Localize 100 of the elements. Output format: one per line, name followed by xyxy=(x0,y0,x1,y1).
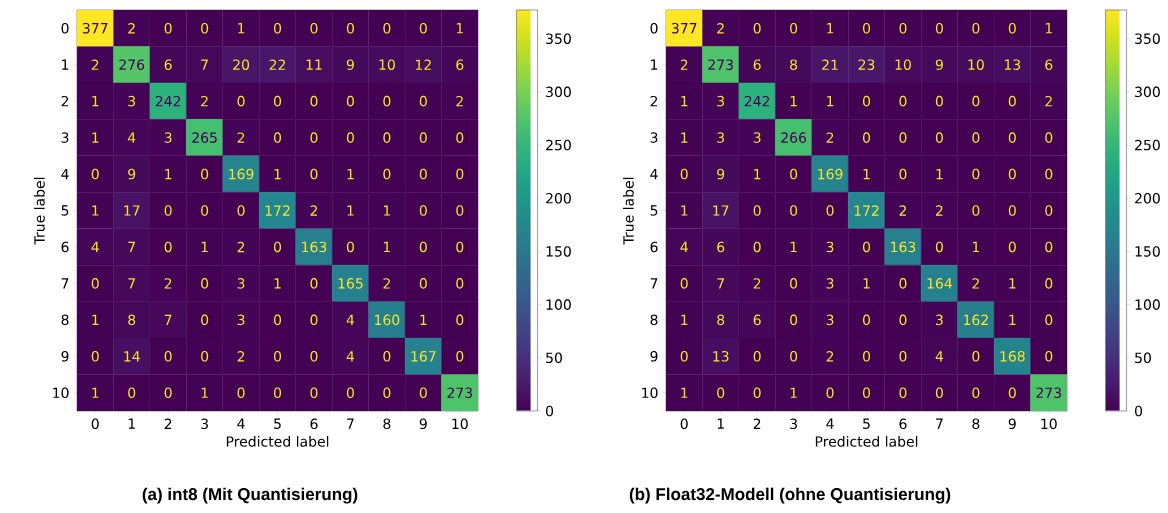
data-label: 0 xyxy=(899,132,907,143)
data-label: 0 xyxy=(1045,314,1053,326)
x-tick-label: 0 xyxy=(680,418,688,430)
data-label: 0 xyxy=(164,351,172,362)
data-label: 265 xyxy=(192,132,217,143)
data-label: 12 xyxy=(415,59,431,70)
data-label: 6 xyxy=(164,59,172,70)
data-label: 0 xyxy=(419,132,427,143)
data-label: 1 xyxy=(827,96,834,107)
data-label: 0 xyxy=(456,168,464,180)
data-label: 0 xyxy=(899,278,907,289)
data-label: 2 xyxy=(935,205,943,216)
data-label: 0 xyxy=(383,132,391,143)
y-tick-label: 8 xyxy=(650,314,658,326)
data-label: 0 xyxy=(201,168,209,180)
y-tick-label: 7 xyxy=(650,278,658,289)
data-label: 273 xyxy=(447,387,473,399)
data-label: 1 xyxy=(827,23,834,34)
data-label: 1 xyxy=(274,168,281,180)
y-tick-label: 6 xyxy=(61,241,69,253)
data-label: 6 xyxy=(456,59,464,70)
x-tick-label: 3 xyxy=(790,418,797,430)
data-label: 0 xyxy=(201,314,209,326)
data-label: 9 xyxy=(128,168,136,180)
data-label: 2 xyxy=(972,278,979,289)
data-label: 0 xyxy=(346,241,354,253)
x-tick-label: 2 xyxy=(164,418,172,429)
data-label: 1 xyxy=(681,96,688,107)
data-label: 0 xyxy=(164,205,172,216)
data-label: 1 xyxy=(681,314,688,325)
data-label: 3 xyxy=(237,314,245,326)
color-bar-label: 0 xyxy=(1134,405,1143,417)
data-label: 1 xyxy=(201,387,208,398)
y-tick-label: 5 xyxy=(61,205,69,216)
data-label: 0 xyxy=(310,22,318,34)
data-label: 0 xyxy=(346,95,354,107)
data-label: 3 xyxy=(753,132,761,143)
data-label: 0 xyxy=(310,168,318,180)
data-label: 1 xyxy=(238,23,245,34)
data-label: 0 xyxy=(310,387,318,399)
data-label: 0 xyxy=(790,278,798,289)
data-label: 163 xyxy=(891,241,916,253)
y-tick-label: 2 xyxy=(650,95,658,107)
data-label: 1 xyxy=(92,387,99,398)
data-label: 0 xyxy=(383,95,391,107)
data-label: 0 xyxy=(456,314,464,326)
data-label: 266 xyxy=(781,132,807,143)
data-label: 1 xyxy=(420,314,427,325)
data-label: 1 xyxy=(754,168,761,180)
data-label: 1 xyxy=(92,132,99,143)
data-label: 0 xyxy=(972,168,980,180)
y-tick-label: 9 xyxy=(61,351,69,362)
data-label: 0 xyxy=(862,314,871,326)
data-label: 0 xyxy=(790,314,798,326)
x-tick-label: 8 xyxy=(383,418,391,430)
y-tick-label: 4 xyxy=(650,168,658,180)
color-bar-label: 250 xyxy=(546,139,571,151)
data-label: 0 xyxy=(419,95,427,107)
x-tick-label: 4 xyxy=(826,418,834,429)
data-label: 0 xyxy=(201,278,209,289)
data-label: 0 xyxy=(717,387,725,399)
data-label: 0 xyxy=(273,351,282,362)
data-label: 0 xyxy=(383,351,391,362)
data-label: 0 xyxy=(935,22,943,34)
data-label: 377 xyxy=(671,22,697,34)
color-bar-label: 200 xyxy=(546,192,571,204)
y-tick-label: 7 xyxy=(61,278,69,289)
data-label: 0 xyxy=(1008,168,1016,180)
data-label: 10 xyxy=(968,59,984,70)
data-label: 0 xyxy=(753,241,761,253)
data-label: 0 xyxy=(91,351,99,362)
data-label: 0 xyxy=(790,205,798,216)
data-label: 1 xyxy=(1009,278,1016,289)
data-label: 169 xyxy=(818,168,843,180)
color-bar-label: 200 xyxy=(1135,192,1160,204)
data-label: 0 xyxy=(237,95,245,107)
data-label: 0 xyxy=(972,351,980,362)
data-label: 6 xyxy=(753,314,761,326)
data-label: 0 xyxy=(346,22,354,34)
data-label: 0 xyxy=(862,241,871,253)
y-tick-label: 10 xyxy=(642,387,658,399)
data-label: 3 xyxy=(237,278,245,289)
x-tick-label: 9 xyxy=(419,418,427,430)
x-tick-label: 9 xyxy=(1008,418,1016,430)
color-bar-label: 50 xyxy=(1135,352,1151,364)
data-label: 0 xyxy=(164,387,172,399)
x-tick-label: 10 xyxy=(452,418,468,430)
y-axis-title: True label xyxy=(33,177,45,245)
data-label: 7 xyxy=(201,59,208,70)
data-label: 1 xyxy=(790,387,797,398)
x-tick-label: 7 xyxy=(347,418,354,429)
data-label: 6 xyxy=(1045,59,1053,70)
y-tick-label: 1 xyxy=(62,59,69,70)
data-label: 3 xyxy=(826,278,834,289)
data-label: 4 xyxy=(346,314,355,325)
data-label: 0 xyxy=(419,168,427,180)
data-label: 0 xyxy=(1008,22,1016,34)
data-label: 3 xyxy=(164,132,172,143)
data-label: 0 xyxy=(899,387,907,399)
data-label: 7 xyxy=(128,278,135,289)
